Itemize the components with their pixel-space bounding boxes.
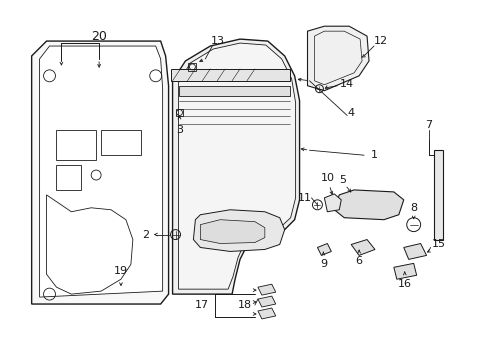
- Text: 15: 15: [430, 239, 445, 249]
- Polygon shape: [433, 150, 443, 239]
- Text: 18: 18: [238, 300, 251, 310]
- Polygon shape: [257, 284, 275, 295]
- Polygon shape: [307, 26, 368, 91]
- Text: 14: 14: [340, 79, 353, 89]
- Polygon shape: [257, 308, 275, 319]
- Polygon shape: [324, 194, 341, 212]
- Polygon shape: [193, 210, 284, 251]
- Text: 5: 5: [338, 175, 345, 185]
- Polygon shape: [350, 239, 374, 255]
- Text: 16: 16: [397, 279, 411, 289]
- Polygon shape: [403, 243, 426, 260]
- Polygon shape: [178, 43, 295, 289]
- Text: 2: 2: [142, 230, 149, 239]
- Text: 13: 13: [211, 36, 225, 46]
- Polygon shape: [334, 190, 403, 220]
- Polygon shape: [178, 86, 289, 96]
- Polygon shape: [32, 41, 168, 304]
- Text: 6: 6: [355, 256, 362, 266]
- Text: 17: 17: [195, 300, 209, 310]
- Polygon shape: [257, 296, 275, 307]
- Polygon shape: [40, 46, 163, 297]
- Text: 20: 20: [91, 30, 107, 42]
- Text: 19: 19: [114, 266, 128, 276]
- Polygon shape: [393, 264, 416, 279]
- Text: 8: 8: [409, 203, 416, 213]
- Polygon shape: [172, 39, 299, 294]
- Text: 7: 7: [424, 121, 431, 130]
- Polygon shape: [170, 69, 289, 81]
- Polygon shape: [200, 220, 264, 243]
- Text: 11: 11: [297, 193, 311, 203]
- Text: 3: 3: [176, 125, 183, 135]
- Text: 1: 1: [370, 150, 377, 160]
- Text: 4: 4: [347, 108, 354, 117]
- Text: 9: 9: [319, 259, 326, 269]
- Text: 10: 10: [320, 173, 334, 183]
- Polygon shape: [317, 243, 331, 255]
- Text: 12: 12: [373, 36, 387, 46]
